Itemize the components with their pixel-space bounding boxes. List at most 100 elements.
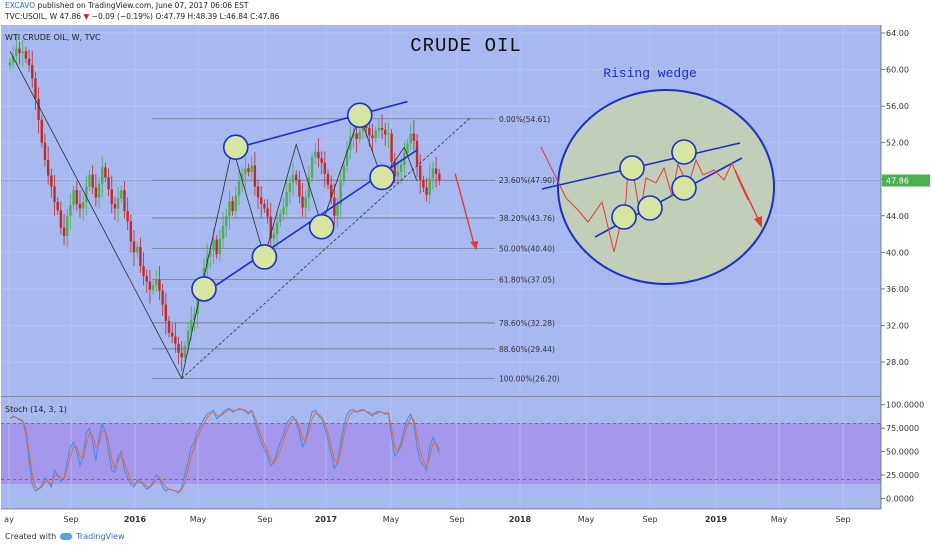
time-tick-label: 2017 [315,515,337,524]
candle-body [155,279,158,286]
candle-body [425,187,428,195]
price-tick-label: 60.00 [886,66,909,75]
price-tick-label: 28.00 [886,358,909,367]
time-tick-label: 2018 [509,515,532,524]
candle-body [399,164,403,172]
fib-level-label: 38.20%(43.76) [499,214,555,223]
candle-body [336,204,339,216]
stoch-legend: Stoch (14, 3, 1) [5,405,67,414]
pivot-highlight-circle [251,244,278,270]
candle-body [342,165,346,182]
fib-level-label: 78.60%(32.28) [499,319,555,328]
candle-body [167,320,171,333]
change-down-icon: ▼ [83,12,90,21]
price-tick-label: 40.00 [886,248,909,257]
time-tick-label: May [578,515,595,524]
price-chart-svg[interactable]: 0.00%(54.61) 23.60%(47.90) 38.20%(43.76) 50… [0,0,932,530]
candle-body [393,161,396,177]
candle-body [419,165,422,181]
candle-body [228,201,231,216]
candle-body [390,133,393,162]
price-tick-label: 32.00 [886,321,909,330]
stoch-tick-label: 50.0000 [886,448,919,457]
fib-retracement: 0.00%(54.61) 23.60%(47.90) 38.20%(43.76) 50… [152,115,560,383]
candle-body [120,190,123,199]
candle-body [231,201,234,212]
main-plot-bg [1,25,881,396]
candle-body [24,51,28,59]
stoch-k-line [9,407,440,494]
projection-arrow-shaft [454,173,475,246]
candle-body [412,133,416,141]
drawing-layer [9,51,479,380]
price-tick-label: 64.00 [886,29,909,38]
candle-body [355,133,358,140]
candle-body [434,168,438,174]
candle-body [288,182,292,193]
time-tick-label: May [771,515,788,524]
fib-level-label: 61.80%(37.05) [499,275,555,284]
time-tick-label: Sep [642,515,657,524]
candle-body [145,276,148,282]
candle-body [377,128,381,131]
candle-body [85,186,88,203]
candle-body [266,208,269,217]
candle-body [139,246,142,267]
candle-body [409,133,412,144]
candle-body [291,174,295,183]
price-tick-label: 56.00 [886,102,909,111]
candle-body [81,202,85,209]
candle-body [240,173,244,182]
last-price-label: 47.86 [886,177,909,186]
candle-body [250,165,253,172]
time-tick-label: 2016 [124,515,147,524]
time-tick-label: Sep [835,515,850,524]
projection-arrow-head [470,241,479,251]
candle-body [59,210,63,228]
candle-body [358,131,361,140]
candle-body [225,215,228,226]
footer: Created with TradingView [5,532,125,541]
candle-body [104,167,107,178]
candle-body [11,55,15,63]
candle-body [110,189,113,204]
candle-body [101,167,104,184]
price-tick-label: 52.00 [886,139,909,148]
publish-info: published on TradingView.com, June 07, 2… [37,1,249,10]
candle-body [161,290,164,305]
chart-legend: WTI CRUDE OIL, W, TVC [5,33,101,42]
candle-body [196,292,199,315]
chart-title: CRUDE OIL [410,35,522,57]
candle-body [285,192,288,207]
fib-level-label: 23.60%(47.90) [499,176,555,185]
candle-body [132,241,136,253]
candle-body [62,227,66,236]
candle-body [46,160,50,176]
candle-body [428,178,431,195]
stoch-d-line [9,408,440,493]
time-tick-label: Sep [449,515,464,524]
candle-body [40,119,43,143]
axes: 64.0060.0056.0052.0048.0044.0040.0036.00… [1,25,930,524]
author-link[interactable]: EXCAVO [5,1,36,10]
candle-body [272,234,276,239]
candle-body [320,158,323,163]
stoch-tick-label: 25.0000 [886,471,919,480]
candle-body [18,48,21,54]
tradingview-link[interactable]: TradingView [76,532,125,541]
candle-body [329,184,333,198]
candle-body [34,78,37,99]
candle-body [97,183,101,198]
candle-body [151,285,155,290]
price-tick-label: 44.00 [886,212,909,221]
candle-body [361,125,365,132]
candle-body [31,64,34,79]
candle-body [69,204,72,216]
fib-level-label: 0.00%(54.61) [499,115,550,124]
candle-body [37,98,40,120]
candle-body [387,133,390,135]
candle-body [107,177,110,190]
candle-body [326,173,330,185]
candle-body [66,215,69,236]
candle-body [180,352,183,358]
